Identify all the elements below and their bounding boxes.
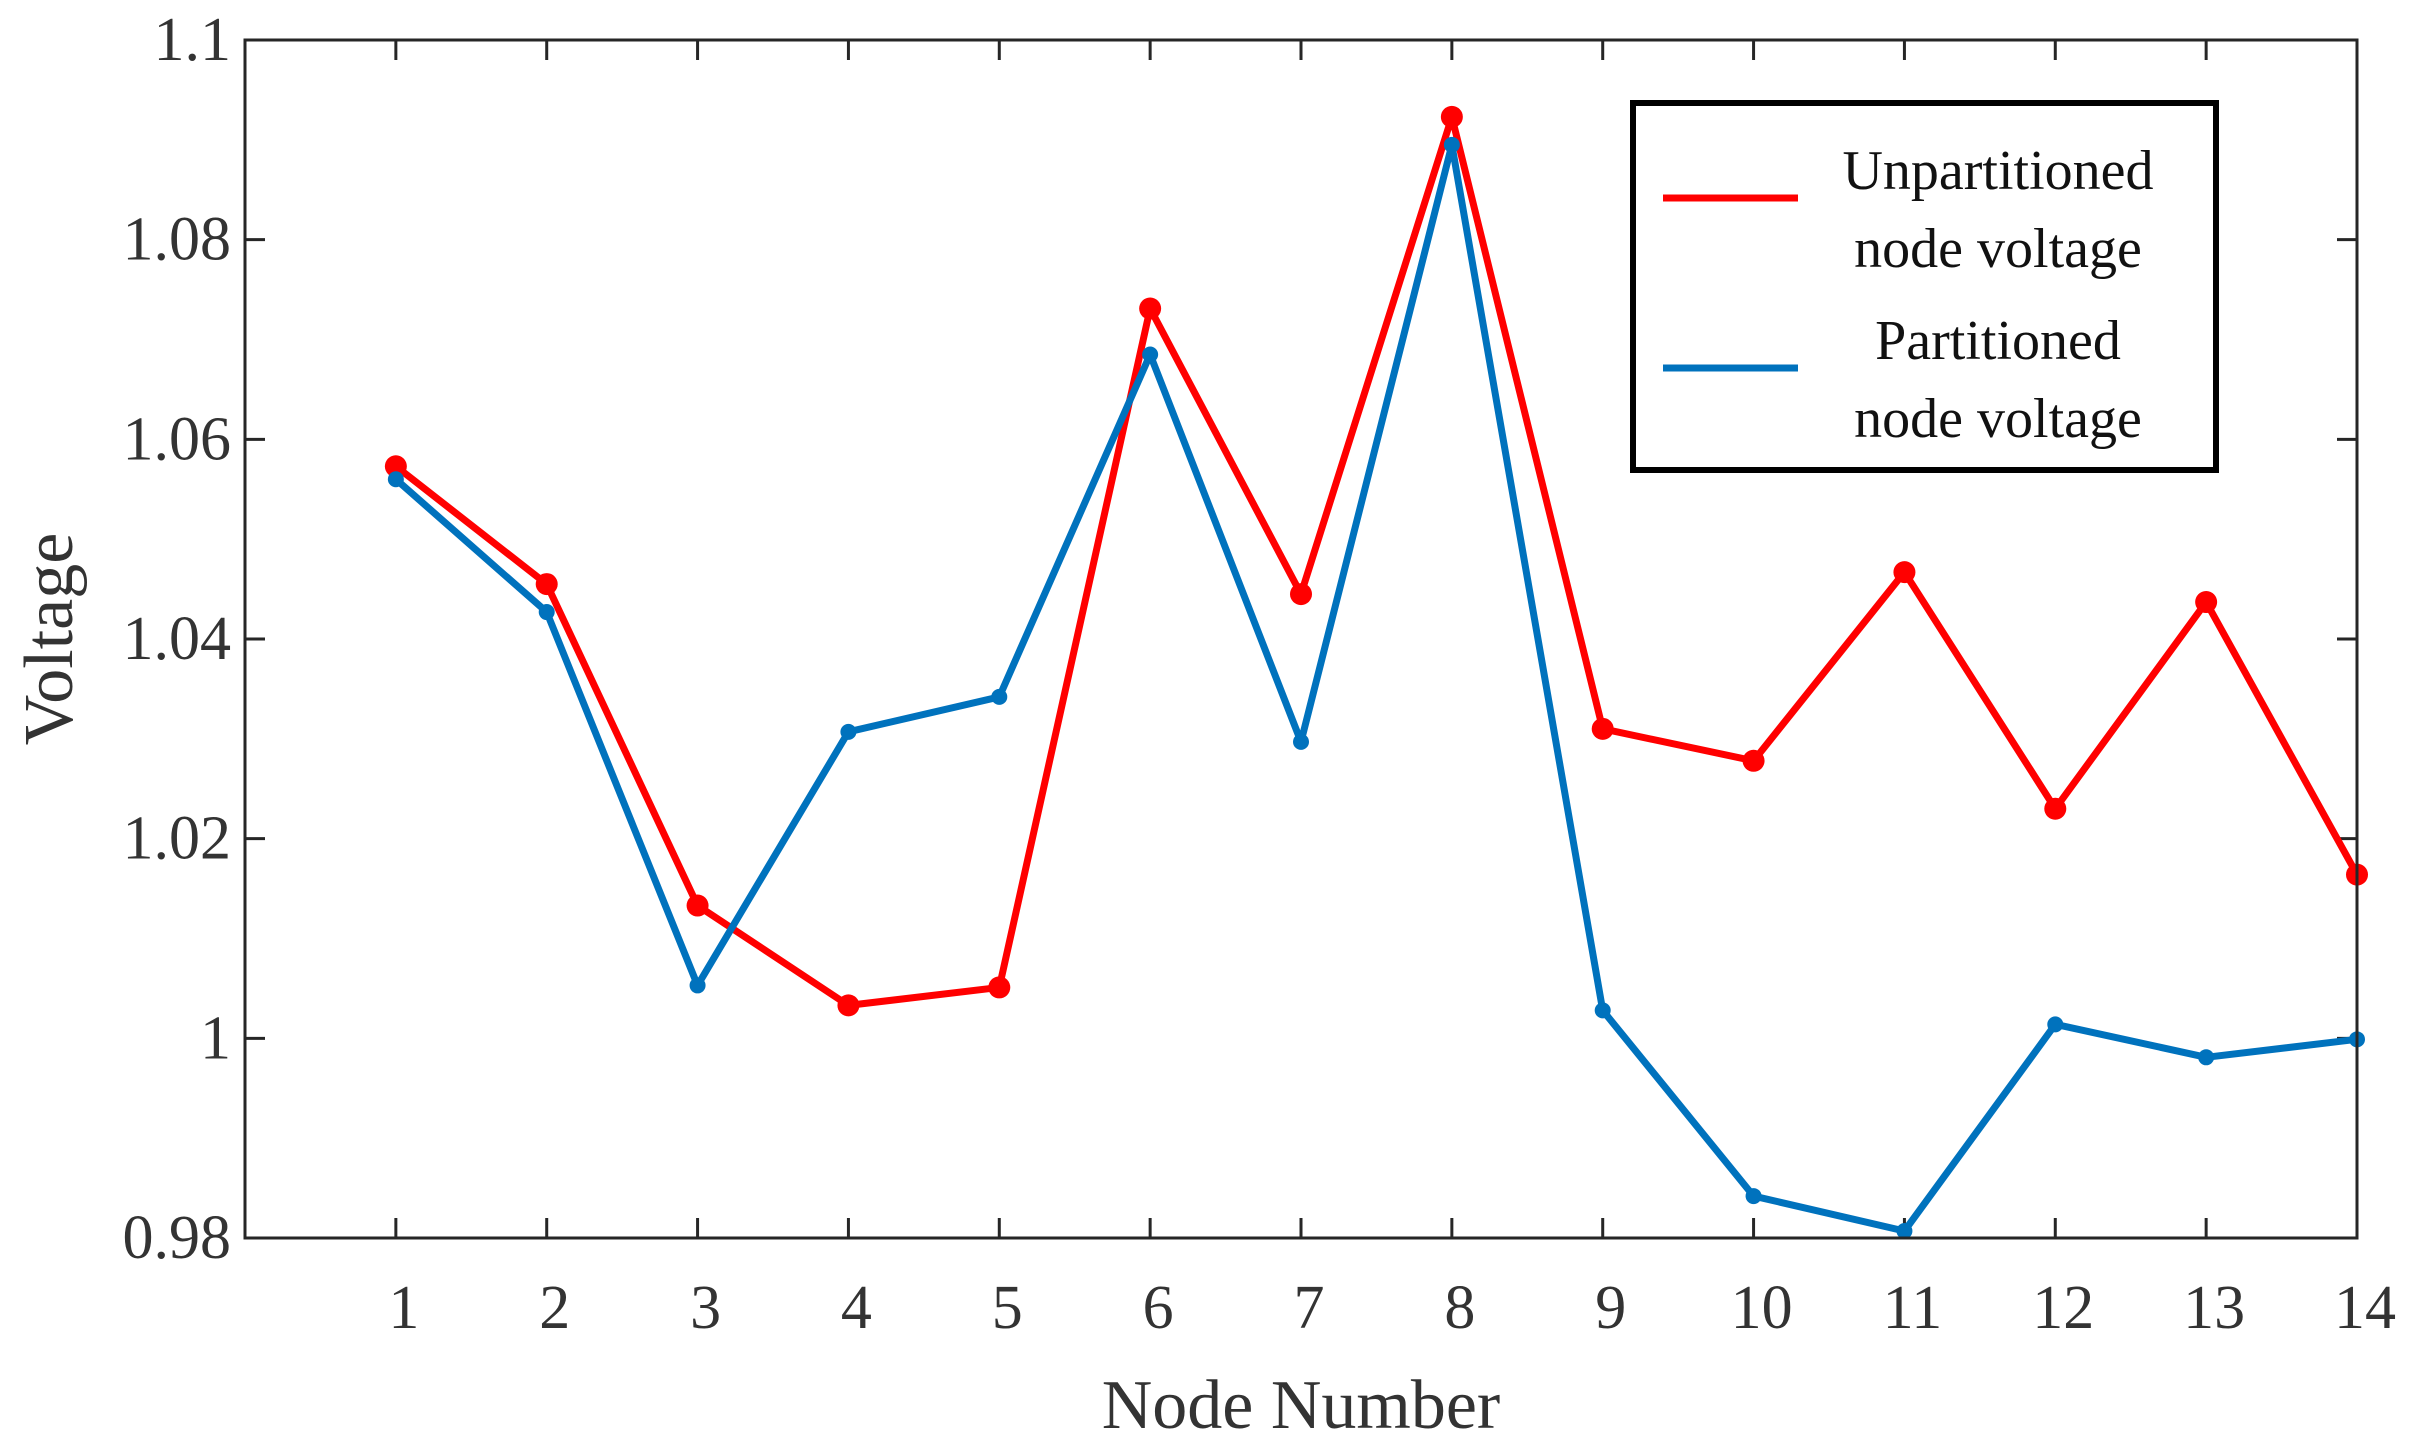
x-tick-label: 7 (1294, 1274, 1325, 1342)
y-tick-label: 1.1 (154, 6, 232, 74)
series-1-line (393, 113, 2361, 1009)
series-1-point (1893, 561, 1916, 584)
series-2-point (387, 471, 404, 488)
x-tick-label: 10 (1731, 1274, 1793, 1342)
y-tick-label: 0.98 (123, 1204, 232, 1272)
series-2-point (689, 977, 706, 994)
x-tick-label: 5 (992, 1274, 1023, 1342)
legend-box (1630, 100, 2219, 473)
x-tick-label: 12 (2032, 1274, 2094, 1342)
legend-label-line: Partitioned (1875, 310, 2121, 372)
series-2-line (393, 141, 2358, 1235)
y-tick-label: 1.06 (123, 405, 232, 473)
series-2-point (1745, 1188, 1762, 1205)
series-2-point (840, 723, 857, 740)
y-axis-ticks: 0.98 1 1.02 1.04 1.06 1.08 1.1 (123, 6, 2357, 1272)
x-tick-label: 2 (539, 1274, 570, 1342)
series-2-point (1293, 733, 1309, 750)
series-1-point (686, 894, 709, 917)
series-1-point (1290, 583, 1312, 606)
x-tick-label: 3 (690, 1274, 721, 1342)
legend-label-line: node voltage (1854, 218, 2142, 280)
x-tick-label: 11 (1883, 1274, 1943, 1342)
series-2-point (1142, 346, 1159, 363)
series-2-point (2047, 1016, 2064, 1033)
series-2-point (991, 688, 1008, 705)
plot-area-frame (243, 38, 2359, 1240)
series-1-point (535, 573, 558, 596)
series-1-point (2044, 797, 2067, 820)
legend-item-1: Unpartitioned node voltage (1663, 140, 2154, 280)
series-1-point (1440, 105, 1463, 128)
x-tick-label: 4 (841, 1274, 872, 1342)
series-1-point (837, 994, 860, 1017)
series-1-point (1139, 297, 1162, 320)
series-2-point (1896, 1223, 1913, 1240)
x-tick-label: 8 (1444, 1274, 1475, 1342)
legend-label-line: Unpartitioned (1842, 140, 2153, 202)
series-1 (384, 105, 2368, 1017)
series-2-point (1594, 1002, 1611, 1019)
y-axis-label: Voltage (11, 533, 88, 746)
legend-label-line: node voltage (1854, 388, 2142, 450)
series-layer (384, 105, 2368, 1240)
y-tick-label: 1.08 (123, 206, 232, 274)
x-axis-ticks: 1 2 3 4 5 6 7 8 9 10 11 12 13 14 (388, 40, 2396, 1342)
x-tick-label: 13 (2183, 1274, 2245, 1342)
series-2-point (538, 604, 555, 621)
series-1-point (1742, 749, 1765, 772)
x-tick-label: 14 (2334, 1274, 2396, 1342)
y-tick-label: 1.02 (123, 805, 232, 873)
series-1-point (988, 976, 1011, 999)
series-1-point (2195, 591, 2218, 614)
series-2 (387, 136, 2365, 1240)
x-tick-label: 6 (1143, 1274, 1174, 1342)
series-1-point (384, 455, 407, 478)
series-1-point (1591, 717, 1614, 740)
legend: Unpartitioned node voltage Partitioned node… (1630, 100, 2219, 473)
y-tick-label: 1.04 (123, 605, 232, 673)
series-2-point (2198, 1049, 2215, 1066)
y-tick-label: 1 (200, 1004, 231, 1072)
x-tick-label: 1 (388, 1274, 419, 1342)
x-axis-label: Node Number (1102, 1367, 1501, 1444)
legend-item-2: Partitioned node voltage (1663, 310, 2142, 450)
x-tick-label: 9 (1595, 1274, 1626, 1342)
series-2-point (1443, 136, 1460, 153)
